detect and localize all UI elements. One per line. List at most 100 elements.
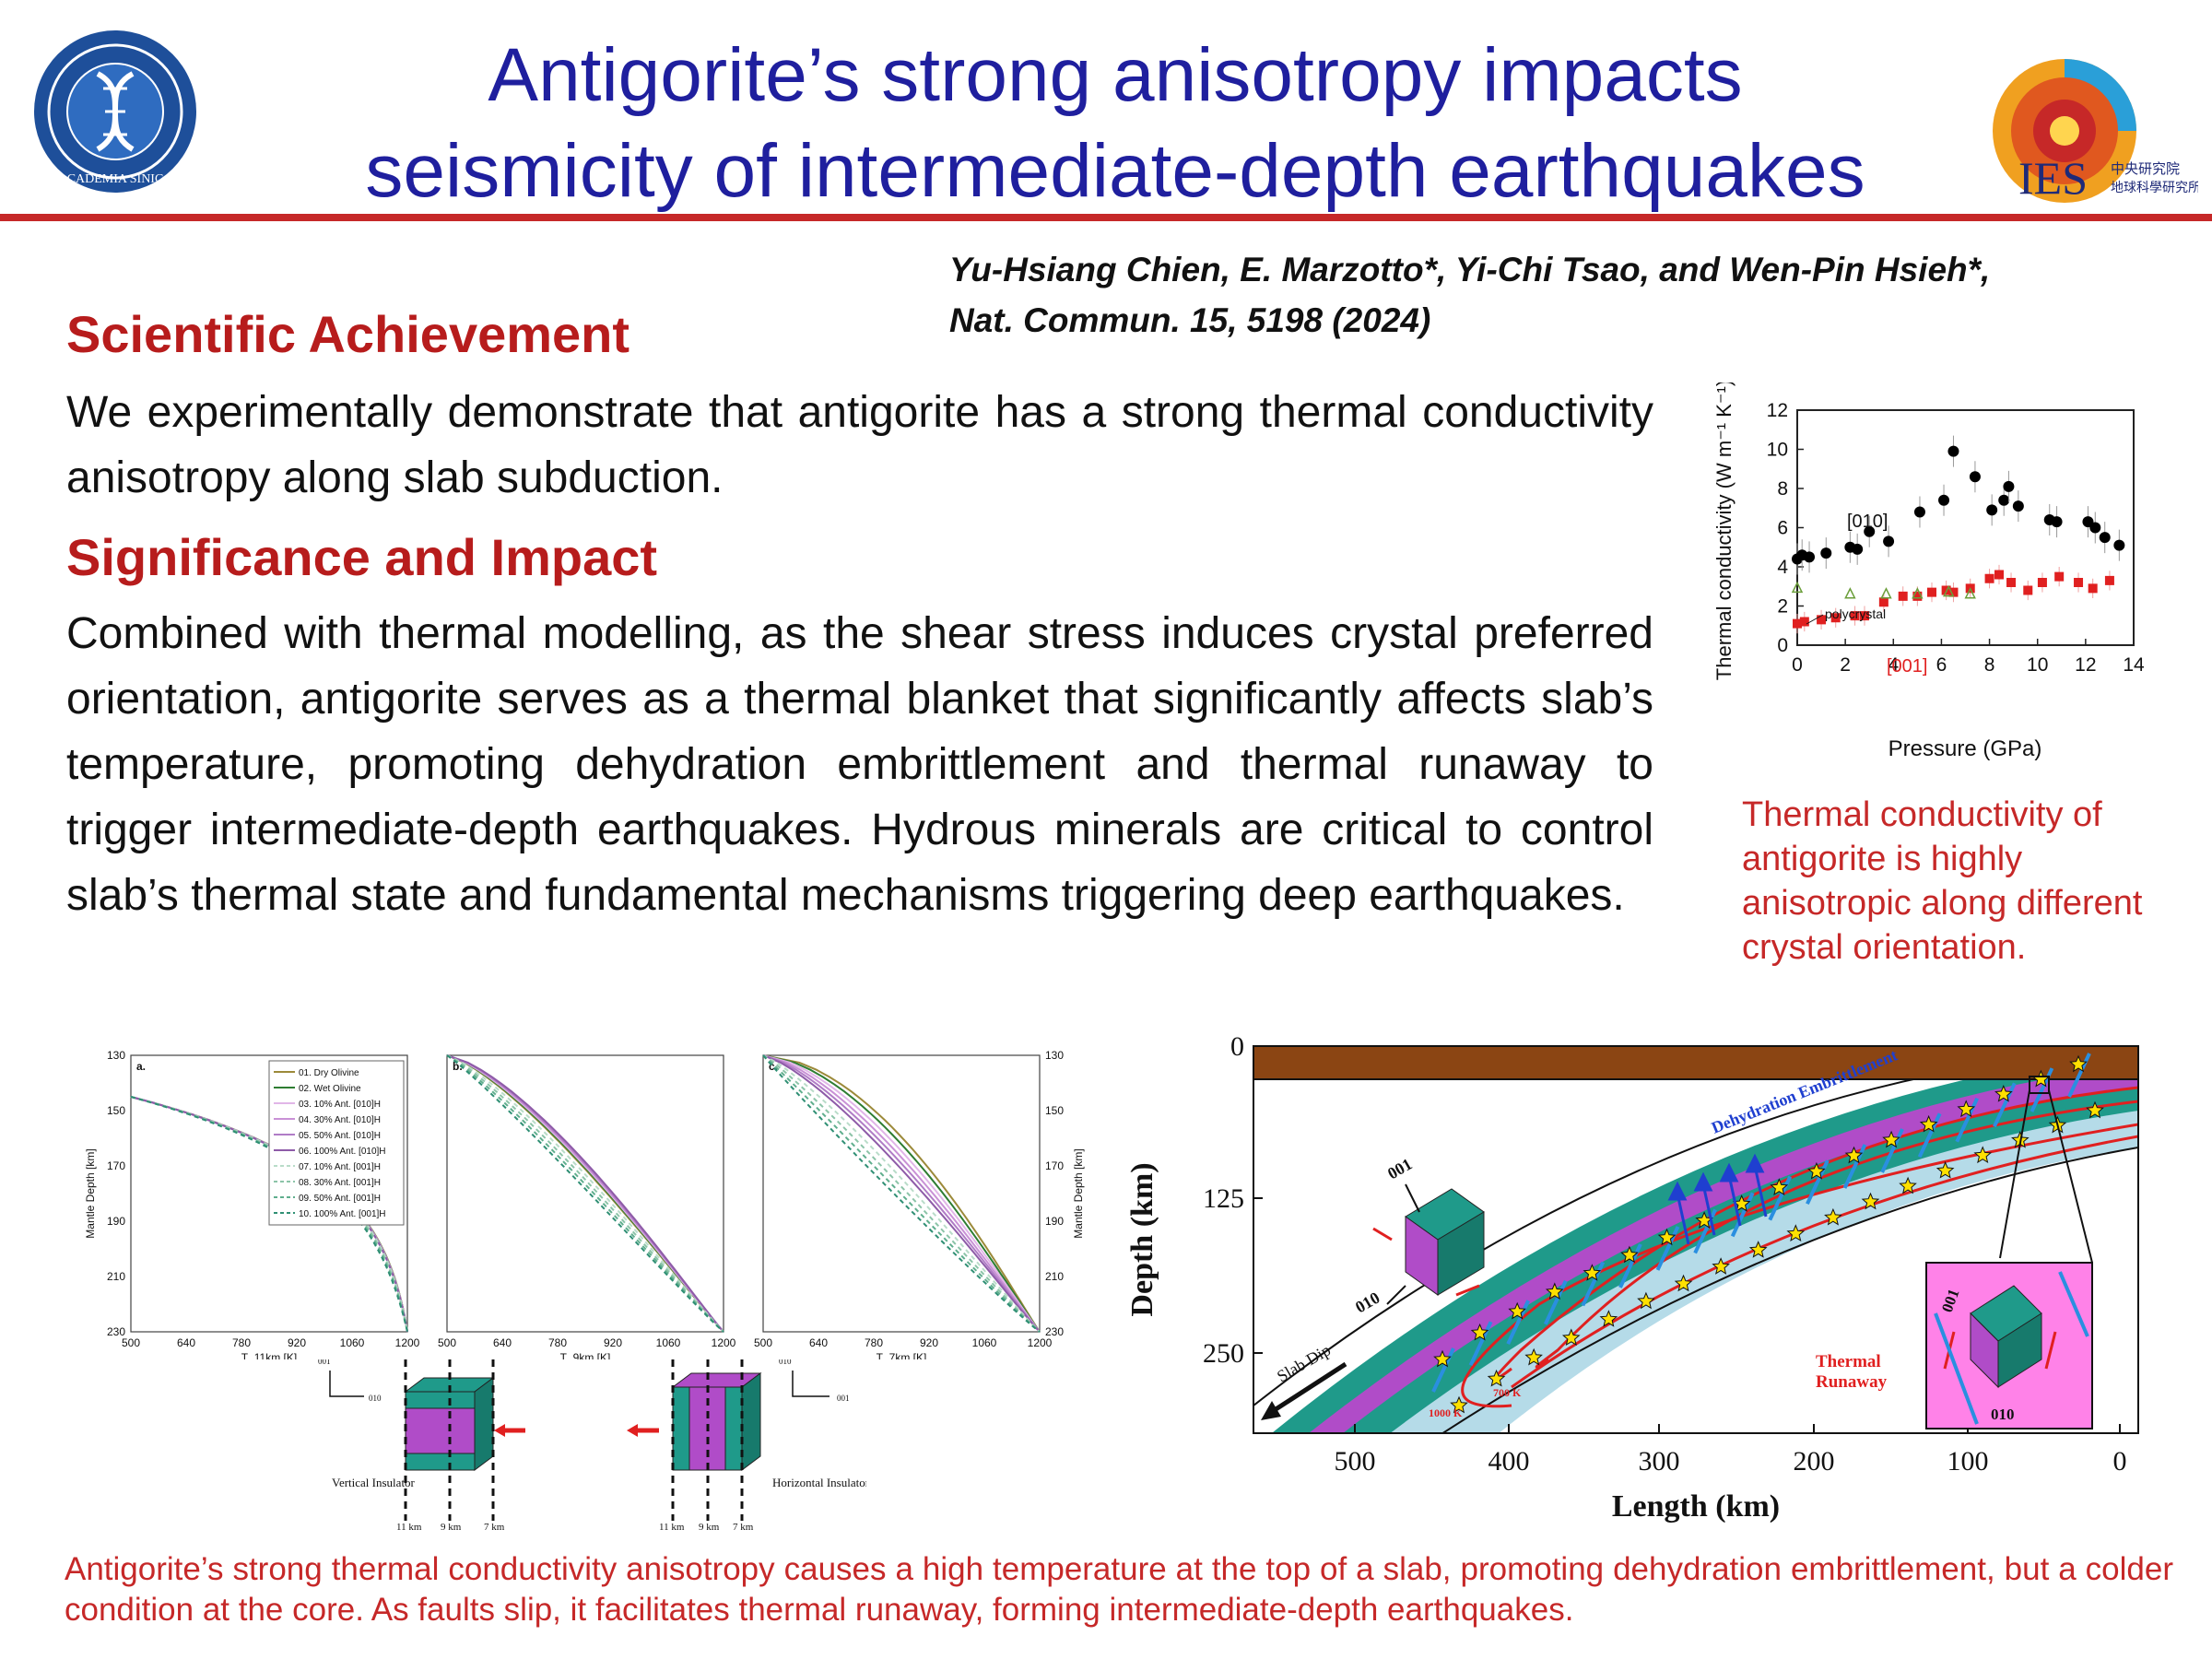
earthquake-star bbox=[1861, 1192, 1880, 1210]
dehydration-arrows bbox=[1667, 1153, 1768, 1245]
citation: Yu-Hsiang Chien, E. Marzotto*, Yi-Chi Ts… bbox=[949, 244, 1990, 346]
heat-arrowhead-left bbox=[494, 1424, 505, 1437]
slab-x-tick-label: 0 bbox=[2113, 1446, 2127, 1477]
fault-line bbox=[1917, 1112, 1942, 1159]
earthquake-star bbox=[1657, 1228, 1677, 1246]
slab-y-axis-label: Depth (km) bbox=[1125, 1162, 1159, 1316]
profile-x-axis-label: T_11km [K] bbox=[241, 1351, 297, 1359]
impact-heading: Significance and Impact bbox=[66, 528, 658, 586]
slab-x-axis-label: Length (km) bbox=[1612, 1489, 1780, 1524]
profile-y-tick-label: 150 bbox=[107, 1104, 125, 1117]
title-line-2: seismicity of intermediate-depth earthqu… bbox=[365, 129, 1865, 213]
tc-point-010 bbox=[1883, 535, 1895, 547]
impact-text: Combined with thermal modelling, as the … bbox=[66, 609, 1653, 920]
profile-y-tick-label: 210 bbox=[107, 1270, 125, 1283]
earthquake-star bbox=[1524, 1347, 1543, 1366]
earthquake-star bbox=[2069, 1054, 2088, 1073]
profile-x-tick-label: 780 bbox=[232, 1336, 251, 1349]
profile-x-tick-label: 500 bbox=[438, 1336, 456, 1349]
tc-x-axis-label: Pressure (GPa) bbox=[1888, 736, 2042, 761]
earthquake-star bbox=[1994, 1085, 2013, 1102]
fault-line bbox=[1506, 1300, 1530, 1345]
tc-x-tick-label: 0 bbox=[1792, 654, 1803, 676]
slab-y-tick-label: 0 bbox=[1230, 1031, 1244, 1062]
profile-y-tick-label: 190 bbox=[1045, 1215, 1064, 1228]
tc-label-001: [001] bbox=[1887, 656, 1927, 677]
tc-y-axis-label: Thermal conductivity (W m⁻¹ K⁻¹) bbox=[1712, 382, 1735, 680]
profile-curve bbox=[130, 1096, 408, 1333]
fault-line bbox=[2067, 1053, 2091, 1098]
profile-x-tick-label: 1060 bbox=[972, 1336, 997, 1349]
slab-x-tick-label: 200 bbox=[1794, 1446, 1835, 1477]
left-axis-icon bbox=[329, 1371, 364, 1397]
fault-line bbox=[1693, 1208, 1717, 1254]
earthquake-star bbox=[1844, 1146, 1864, 1164]
logo-right-cjk-1: 中央研究院 bbox=[2111, 160, 2180, 177]
depth-label-7km-left: 7 km bbox=[484, 1522, 505, 1530]
tc-y-tick-label: 0 bbox=[1777, 635, 1788, 656]
depth-label-9km-left: 9 km bbox=[441, 1522, 462, 1530]
inset-box bbox=[1925, 1262, 2093, 1430]
profile-legend-entry: 06. 100% Ant. [010]H bbox=[299, 1147, 386, 1157]
profile-x-tick-label: 500 bbox=[754, 1336, 772, 1349]
profile-x-tick-label: 1200 bbox=[395, 1336, 420, 1349]
horizontal-insulator-cube bbox=[671, 1372, 762, 1471]
profile-y-tick-label: 230 bbox=[1045, 1325, 1064, 1338]
earthquake-star bbox=[1899, 1176, 1917, 1194]
tc-plot-frame bbox=[1796, 409, 2135, 646]
fault-line bbox=[1618, 1243, 1642, 1288]
profile-x-tick-label: 780 bbox=[865, 1336, 883, 1349]
earthquake-star bbox=[1674, 1274, 1693, 1292]
profile-y-axis-label: Mantle Depth [km] bbox=[84, 1148, 97, 1238]
tc-x-tick-label: 14 bbox=[2123, 654, 2145, 676]
earthquake-star bbox=[1508, 1301, 1526, 1320]
profile-x-tick-label: 640 bbox=[493, 1336, 512, 1349]
profile-y-tick-label: 210 bbox=[1045, 1270, 1064, 1283]
slab-x-tick-label: 400 bbox=[1488, 1446, 1530, 1477]
tc-point-010 bbox=[2003, 480, 2015, 492]
tc-label-010: [010] bbox=[1847, 512, 1888, 532]
slab-x-tick-label: 100 bbox=[1947, 1446, 1989, 1477]
fault-line bbox=[1806, 1159, 1830, 1206]
inset-010: 010 bbox=[1991, 1406, 2015, 1423]
tc-point-001 bbox=[2037, 578, 2047, 587]
profile-curve bbox=[762, 1054, 1041, 1333]
left-axis-001-label: 001 bbox=[318, 1359, 331, 1366]
profile-x-tick-label: 640 bbox=[809, 1336, 828, 1349]
inset-pointer-left bbox=[1999, 1089, 2030, 1259]
profile-x-tick-label: 640 bbox=[177, 1336, 195, 1349]
earthquake-star bbox=[1561, 1328, 1581, 1347]
earthquake-star bbox=[1770, 1178, 1789, 1195]
profile-legend-entry: 04. 30% Ant. [010]H bbox=[299, 1115, 381, 1125]
right-axis-icon bbox=[792, 1371, 830, 1397]
tc-point-010 bbox=[1804, 551, 1816, 563]
fault-line bbox=[1955, 1097, 1980, 1143]
tc-point-001 bbox=[1927, 587, 1936, 597]
horizontal-insulator-label: Horizontal Insulator bbox=[772, 1476, 866, 1489]
tc-point-001 bbox=[1817, 615, 1827, 625]
earthquake-star bbox=[1824, 1207, 1842, 1226]
earthquake-star bbox=[1470, 1323, 1489, 1341]
tc-caption: Thermal conductivity of antigorite is hi… bbox=[1742, 795, 2143, 967]
slab-bottom-boundary bbox=[1441, 1147, 2138, 1433]
page-title: Antigorite’s strong anisotropy impacts s… bbox=[304, 28, 1926, 219]
slab-antigorite-layer bbox=[1283, 1055, 2138, 1433]
fault-line bbox=[1880, 1128, 1904, 1173]
earthquake-star bbox=[1957, 1100, 1976, 1118]
tc-point-010 bbox=[1938, 494, 1950, 506]
earthquake-star bbox=[1433, 1349, 1452, 1368]
profile-panel-label: b. bbox=[453, 1060, 463, 1073]
fault-line bbox=[1768, 1175, 1793, 1221]
tc-y-tick-label: 10 bbox=[1767, 440, 1788, 461]
profile-curve bbox=[762, 1054, 1041, 1333]
profile-curve bbox=[446, 1054, 724, 1333]
profile-panel-label: c. bbox=[769, 1060, 778, 1073]
tc-point-010 bbox=[1969, 471, 1981, 483]
tc-point-001 bbox=[1850, 611, 1860, 621]
profile-x-axis-label: T_9km [K] bbox=[560, 1351, 611, 1359]
tc-point-010 bbox=[1947, 445, 1959, 457]
tc-y-tick-label: 4 bbox=[1777, 557, 1788, 578]
tc-x-tick-label: 4 bbox=[1888, 654, 1899, 676]
profile-curve bbox=[762, 1054, 1041, 1333]
slab-y-tick-label: 125 bbox=[1203, 1183, 1244, 1214]
